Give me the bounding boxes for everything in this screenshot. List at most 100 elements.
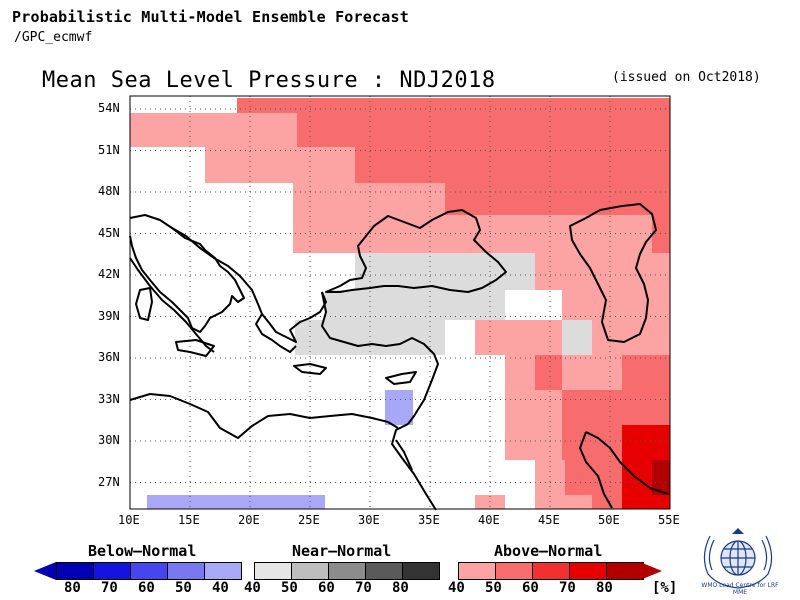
cell-above-40	[562, 355, 622, 390]
lon-label: 25E	[298, 513, 320, 527]
coastline-greece	[255, 313, 297, 353]
cell-near-40	[295, 320, 445, 355]
cell-above-50	[562, 390, 670, 425]
coastline-balkans	[171, 227, 327, 343]
legend-swatch	[205, 563, 241, 579]
legend-near-bar	[254, 562, 440, 580]
cell-above-40	[505, 390, 562, 460]
wmo-logo	[703, 528, 773, 589]
legend-swatch	[292, 563, 329, 579]
header-line-1: Probabilistic Multi-Model Ensemble Forec…	[12, 8, 409, 26]
legend-tick: 50	[485, 580, 502, 596]
legend-tick: 40	[448, 580, 465, 596]
legend-tick: 80	[596, 580, 613, 596]
legend-tick: 60	[318, 580, 335, 596]
legend-swatch	[366, 563, 403, 579]
legend-tick: 50	[175, 580, 192, 596]
cell-above-50	[535, 355, 562, 390]
coastline-cyprus	[385, 371, 417, 385]
cell-above-40	[130, 113, 297, 147]
legend-tick: 60	[138, 580, 155, 596]
cell-above-70	[622, 495, 670, 509]
header-line-2: /GPC_ecmwf	[14, 30, 93, 45]
coastline-persian-gulf	[585, 431, 669, 495]
legend-swatch	[94, 563, 131, 579]
coastline-italy	[129, 214, 245, 333]
cell-above-50	[355, 147, 670, 183]
cell-near-40	[355, 253, 535, 290]
legend-swatch	[168, 563, 205, 579]
cell-above-40	[205, 147, 355, 183]
legend-swatch	[607, 563, 643, 579]
cell-above-80	[652, 460, 670, 495]
coastline-north-africa	[129, 393, 399, 439]
cell-above-50	[297, 113, 670, 147]
coastline-caspian	[569, 203, 657, 343]
lat-label: 39N	[98, 308, 120, 323]
lat-label: 36N	[98, 350, 120, 364]
lon-label: 20E	[238, 513, 260, 527]
legend-above-label: Above–Normal	[494, 542, 603, 560]
legend-swatch	[533, 563, 570, 579]
cell-below-40	[385, 390, 413, 425]
coastlines	[129, 203, 669, 511]
lat-label: 33N	[98, 391, 120, 406]
coastline-black-sea	[325, 209, 507, 293]
cell-near-40	[325, 290, 505, 320]
cell-above-50	[445, 183, 670, 215]
lat-label: 45N	[98, 225, 120, 240]
lat-label: 51N	[98, 142, 120, 157]
legend-swatch	[329, 563, 366, 579]
grid-lines	[130, 96, 670, 509]
map-frame	[129, 95, 671, 510]
cell-above-40	[562, 285, 670, 320]
lon-label: 10E	[118, 513, 140, 527]
legend-tick: 70	[355, 580, 372, 596]
legend-swatch	[496, 563, 533, 579]
legend-swatch	[57, 563, 94, 579]
legend-above-bar	[458, 562, 644, 580]
legend-tick: 40	[212, 580, 229, 596]
cell-above-50	[622, 355, 670, 390]
cell-above-50	[562, 425, 622, 460]
map-title: Mean Sea Level Pressure : NDJ2018	[42, 68, 496, 93]
lat-label: 54N	[98, 101, 120, 115]
legend-below-label: Below–Normal	[88, 542, 197, 560]
issued-date: (issued on Oct2018)	[612, 70, 761, 85]
legend-tick: 60	[522, 580, 539, 596]
cell-above-50	[565, 460, 622, 495]
legend-tick: 80	[64, 580, 81, 596]
lat-label: 42N	[98, 267, 120, 281]
legend-swatch	[255, 563, 292, 579]
wmo-caption: WMO Lead Centre for LRF MME	[701, 582, 779, 596]
legend-swatch	[459, 563, 496, 579]
cell-below-40	[147, 495, 325, 509]
coastline-sicily	[175, 339, 215, 357]
coastline-crete	[293, 363, 327, 375]
cell-above-70	[622, 425, 670, 460]
coastline-arabia-east	[579, 431, 613, 509]
legend-swatch	[403, 563, 439, 579]
legend-unit: [%]	[652, 580, 678, 596]
legend-swatch	[570, 563, 607, 579]
legend-swatch	[131, 563, 168, 579]
cell-above-40	[535, 253, 670, 290]
cell-above-50	[237, 98, 670, 113]
legend-tick: 50	[281, 580, 298, 596]
lat-label: 30N	[98, 433, 120, 447]
coastline-sardinia	[135, 287, 153, 321]
legend-below-bar	[56, 562, 242, 580]
legend-above-arrow	[640, 562, 662, 580]
legend-near-label: Near–Normal	[292, 542, 392, 560]
lon-label: 50E	[598, 513, 620, 527]
lon-label: 35E	[418, 513, 440, 527]
cell-above-40	[475, 215, 652, 253]
legend-tick: 80	[392, 580, 409, 596]
legend-tick: 40	[244, 580, 261, 596]
cell-above-40	[535, 495, 592, 509]
coastline-anatolia	[321, 291, 439, 425]
lon-label: 40E	[478, 513, 500, 527]
cell-above-50	[592, 495, 622, 509]
legend-tick: 70	[101, 580, 118, 596]
